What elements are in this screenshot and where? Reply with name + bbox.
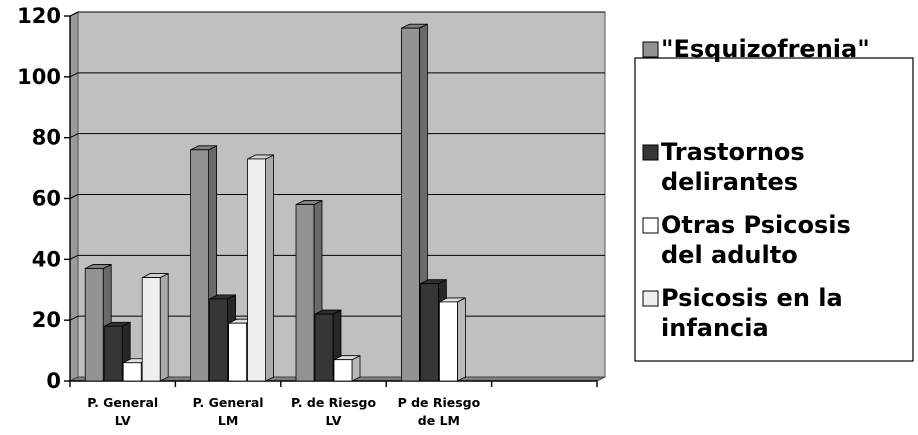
gridline [69, 315, 79, 321]
legend-label: Otras Psicosis [661, 211, 851, 239]
bar-side [456, 297, 466, 382]
gridline [69, 194, 79, 199]
legend-label: Trastornos [661, 138, 805, 166]
legend-swatch [642, 144, 659, 161]
bar [333, 355, 361, 382]
x-category-label: P. General [193, 395, 264, 410]
bar-front [333, 359, 353, 382]
y-tick-label: 40 [32, 247, 61, 271]
bars [84, 23, 466, 382]
x-category-label: P. de Riesgo [291, 395, 377, 410]
gridline [69, 72, 79, 78]
bar [438, 297, 466, 382]
bar-front [295, 204, 315, 382]
bar-front [314, 313, 334, 382]
bar-front [103, 325, 123, 382]
bar [314, 309, 342, 382]
y-tick-label: 0 [46, 369, 61, 393]
bar-front [228, 322, 248, 382]
x-category-label: LM [218, 413, 238, 428]
legend-label: "Esquizofrenia" [661, 35, 870, 63]
y-tick-label: 120 [17, 4, 61, 28]
bar-front [247, 158, 267, 382]
bar-front [419, 283, 439, 382]
gridline [69, 254, 79, 260]
gridline [69, 133, 79, 139]
bar-front [400, 27, 420, 382]
x-category-label: LV [115, 413, 131, 428]
x-category-label: P de Riesgo [398, 395, 481, 410]
legend-label: Psicosis en la [661, 284, 843, 312]
y-tick-label: 80 [32, 126, 61, 150]
legend-swatch [642, 290, 659, 307]
bar-front [209, 298, 229, 382]
legend-item: "Esquizofrenia" [642, 35, 870, 63]
legend-swatch [642, 41, 659, 58]
bar-side [265, 154, 275, 382]
x-category-label: de LM [418, 413, 460, 428]
bar-front [190, 149, 210, 382]
bar-front [438, 301, 458, 382]
legend-label: delirantes [661, 168, 798, 196]
y-axis-tick-labels: 0 20 40 60 80 100 120 [17, 4, 70, 393]
bar [141, 272, 169, 382]
x-category-label: LV [326, 413, 342, 428]
x-axis-category-labels: P. General LV P. General LM P. de Riesgo LV P … [69, 381, 598, 428]
y-tick-label: 60 [32, 187, 61, 211]
bar-front [84, 268, 104, 382]
y-tick-label: 100 [17, 65, 61, 89]
legend-frame [634, 57, 914, 362]
bar [247, 154, 275, 382]
legend-swatch [642, 217, 659, 234]
gridline [69, 11, 79, 17]
bar-front [122, 362, 142, 382]
x-category-label: P. General [87, 395, 158, 410]
bar-front [141, 277, 161, 382]
bar-side [159, 272, 169, 382]
y-tick-label: 20 [32, 308, 61, 332]
legend-label: infancia [661, 314, 769, 342]
legend-label: del adulto [661, 241, 798, 269]
